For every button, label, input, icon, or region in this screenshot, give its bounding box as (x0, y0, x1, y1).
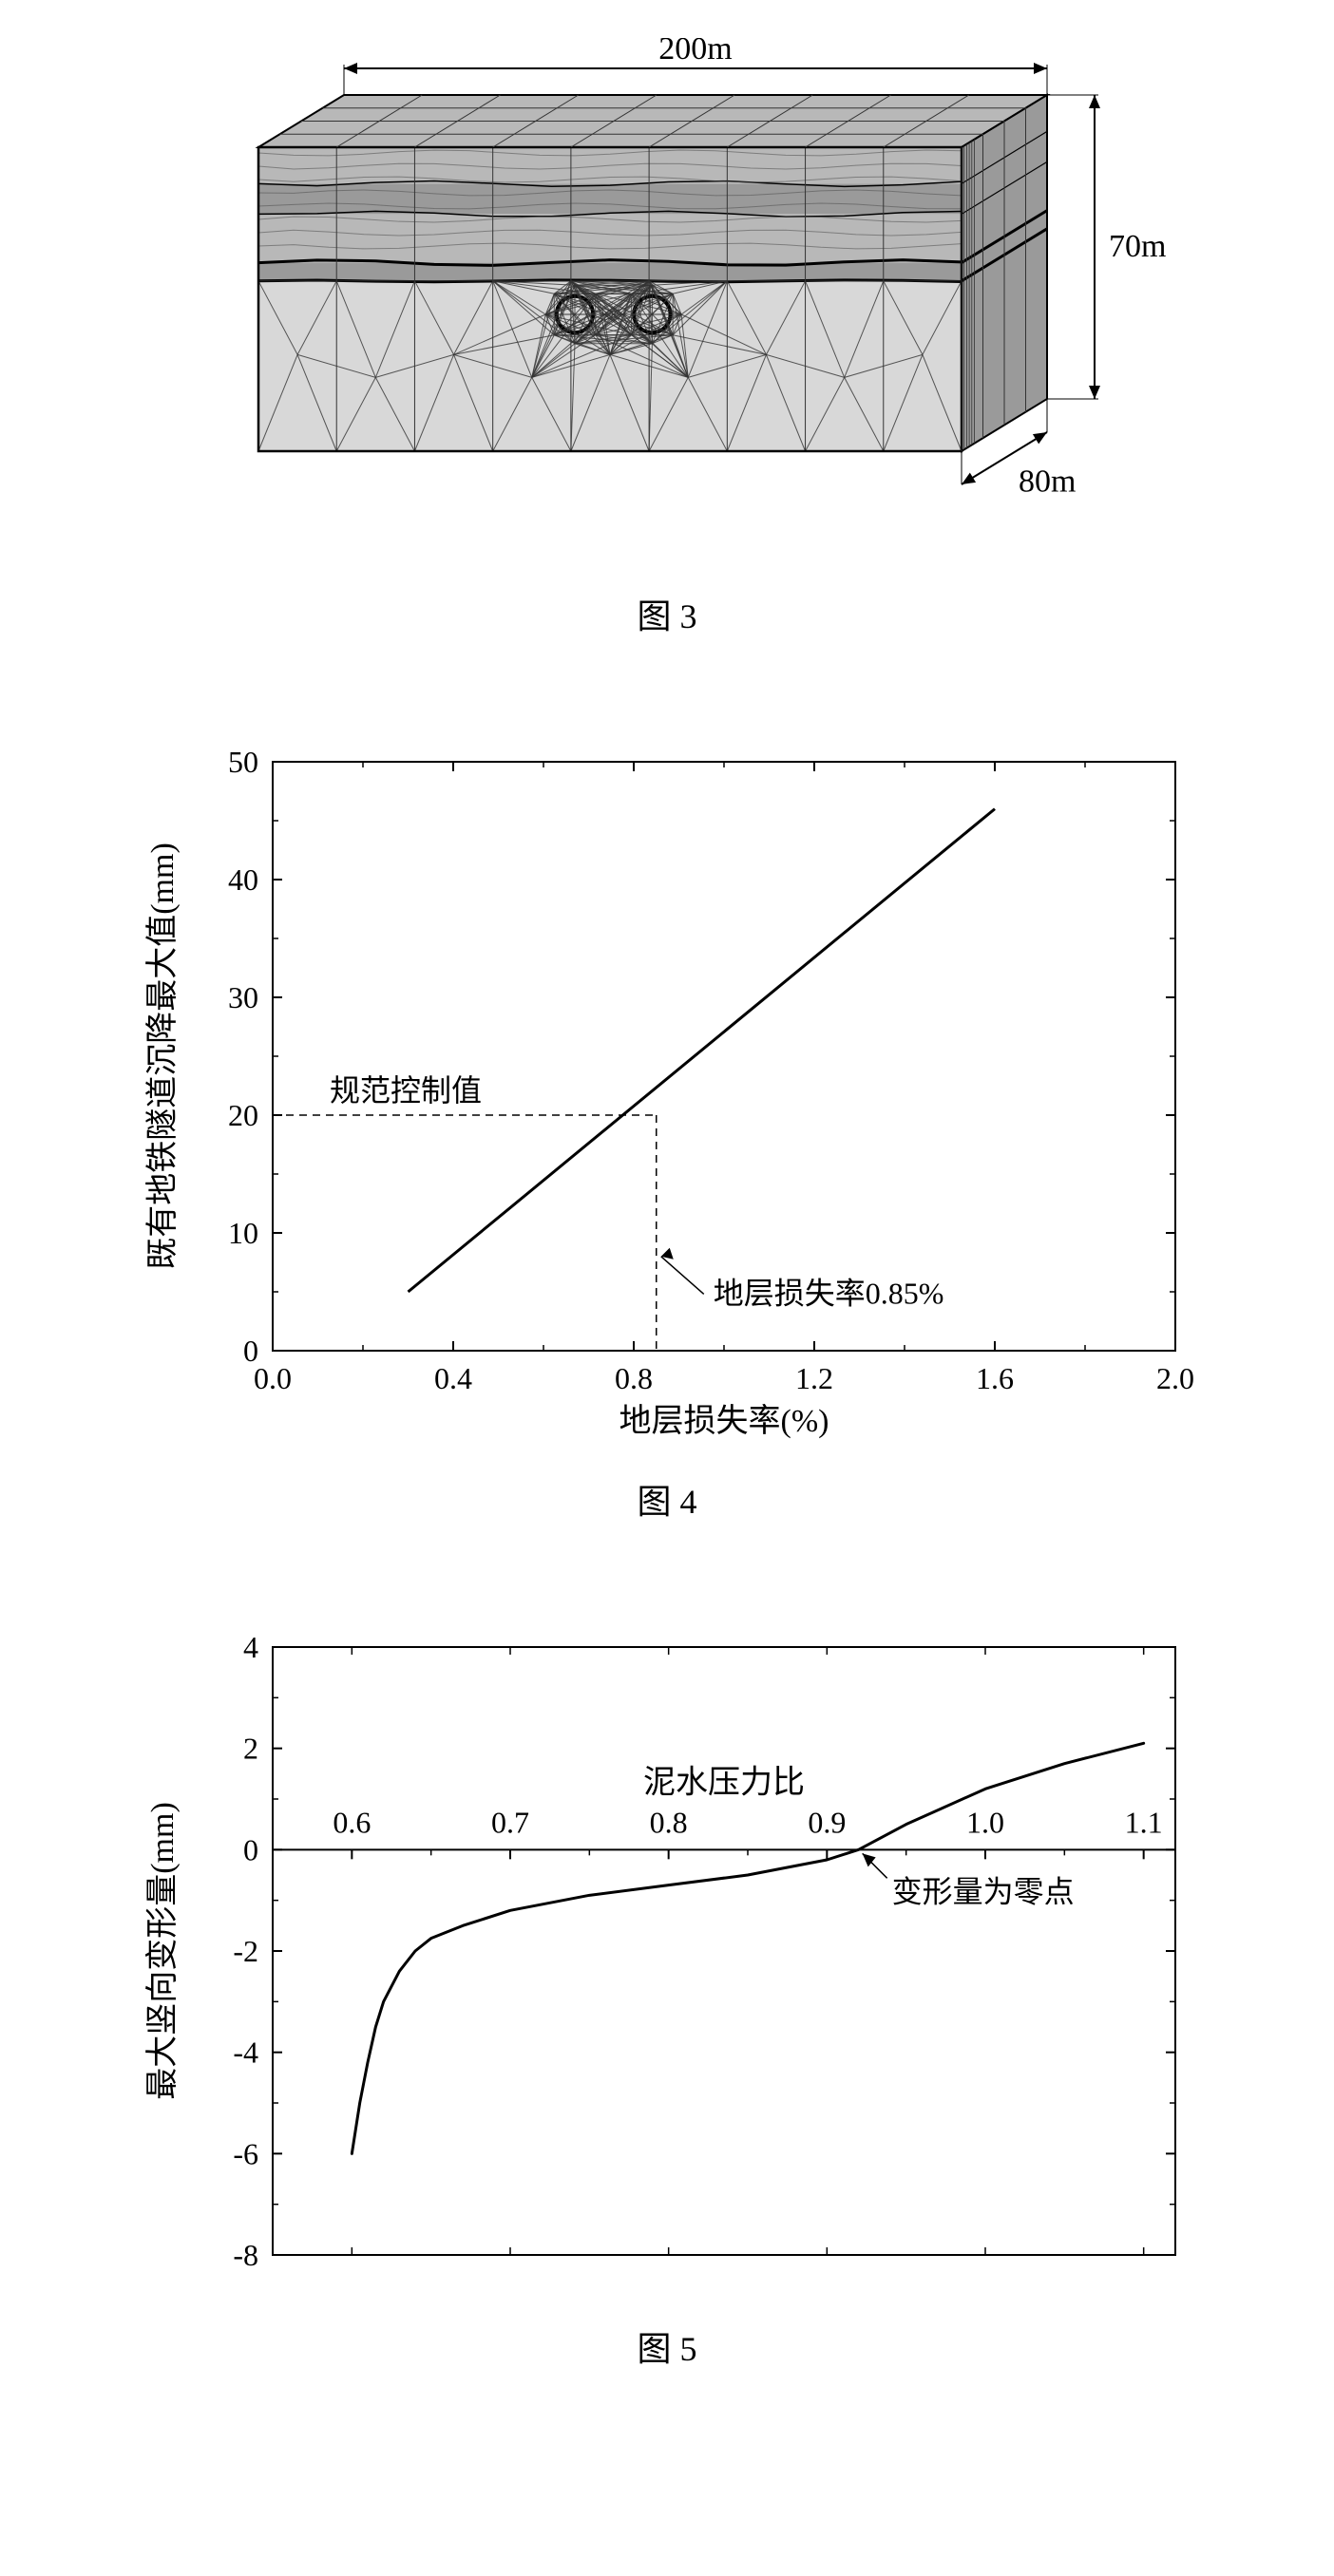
annotation-loss-rate: 地层损失率0.85% (714, 1276, 944, 1310)
figure-4-chart: 0.0 0.4 0.8 1.2 1.6 2.0 0 10 20 30 40 50 规范控制值地层损失率0… (121, 733, 1213, 1455)
figure-5-caption: 图 5 (637, 2321, 696, 2371)
x-tick-label: 1.1 (1125, 1805, 1163, 1839)
figure-5-block: 0.6 0.7 0.8 0.9 1.0 1.1 -8 -6 -4 -2 0 2 4 泥水压力比变形量为零点… (121, 1619, 1213, 2371)
annotation-zero-point: 变形量为零点 (892, 1874, 1075, 1908)
x-tick-label: 1.2 (795, 1361, 833, 1395)
x-tick-label: 0.0 (254, 1361, 292, 1395)
dim-depth-label: 80m (1019, 464, 1076, 500)
annotation-control-value: 规范控制值 (330, 1073, 482, 1108)
figure-5-chart: 0.6 0.7 0.8 0.9 1.0 1.1 -8 -6 -4 -2 0 2 4 泥水压力比变形量为零点… (121, 1619, 1213, 2302)
y-tick-label: 0 (243, 1832, 258, 1866)
figure-4-block: 0.0 0.4 0.8 1.2 1.6 2.0 0 10 20 30 40 50 规范控制值地层损失率0… (121, 733, 1213, 1524)
y-tick-label: 30 (228, 980, 258, 1014)
y-axis-label: 既有地铁隧道沉降最大值(mm) (144, 843, 181, 1270)
y-tick-label: 2 (243, 1732, 258, 1766)
y-tick-label: 4 (243, 1630, 258, 1664)
y-tick-label: 50 (228, 745, 258, 779)
y-tick-label: 0 (243, 1334, 258, 1368)
figure-3-block: 200m 70m 80m 图 3 (144, 38, 1190, 638)
x-tick-label: 0.8 (615, 1361, 653, 1395)
figure-3-diagram: 200m 70m 80m (144, 38, 1190, 570)
x-tick-label: 1.0 (966, 1805, 1004, 1839)
x-tick-label: 0.8 (650, 1805, 688, 1839)
y-axis-label: 最大竖向变形量(mm) (144, 1802, 181, 2100)
figure-4-caption: 图 4 (637, 1474, 696, 1524)
y-tick-label: 20 (228, 1098, 258, 1132)
x-tick-label: 0.9 (808, 1805, 846, 1839)
y-tick-label: -8 (233, 2238, 258, 2272)
y-tick-label: 10 (228, 1216, 258, 1250)
x-tick-label: 2.0 (1156, 1361, 1194, 1395)
dim-width-label: 200m (658, 38, 732, 66)
y-tick-label: -4 (233, 2036, 258, 2070)
x-tick-label: 1.6 (976, 1361, 1014, 1395)
figure-3-caption: 图 3 (637, 589, 696, 638)
y-tick-label: 40 (228, 862, 258, 897)
x-tick-label: 0.6 (333, 1805, 371, 1839)
x-axis-label: 地层损失率(%) (619, 1403, 829, 1439)
y-tick-label: -6 (233, 2136, 258, 2170)
dim-height-label: 70m (1109, 229, 1166, 264)
x-tick-label: 0.4 (434, 1361, 472, 1395)
x-tick-label: 0.7 (491, 1805, 529, 1839)
y-tick-label: -2 (233, 1934, 258, 1968)
x-axis-label: 泥水压力比 (643, 1764, 805, 1800)
